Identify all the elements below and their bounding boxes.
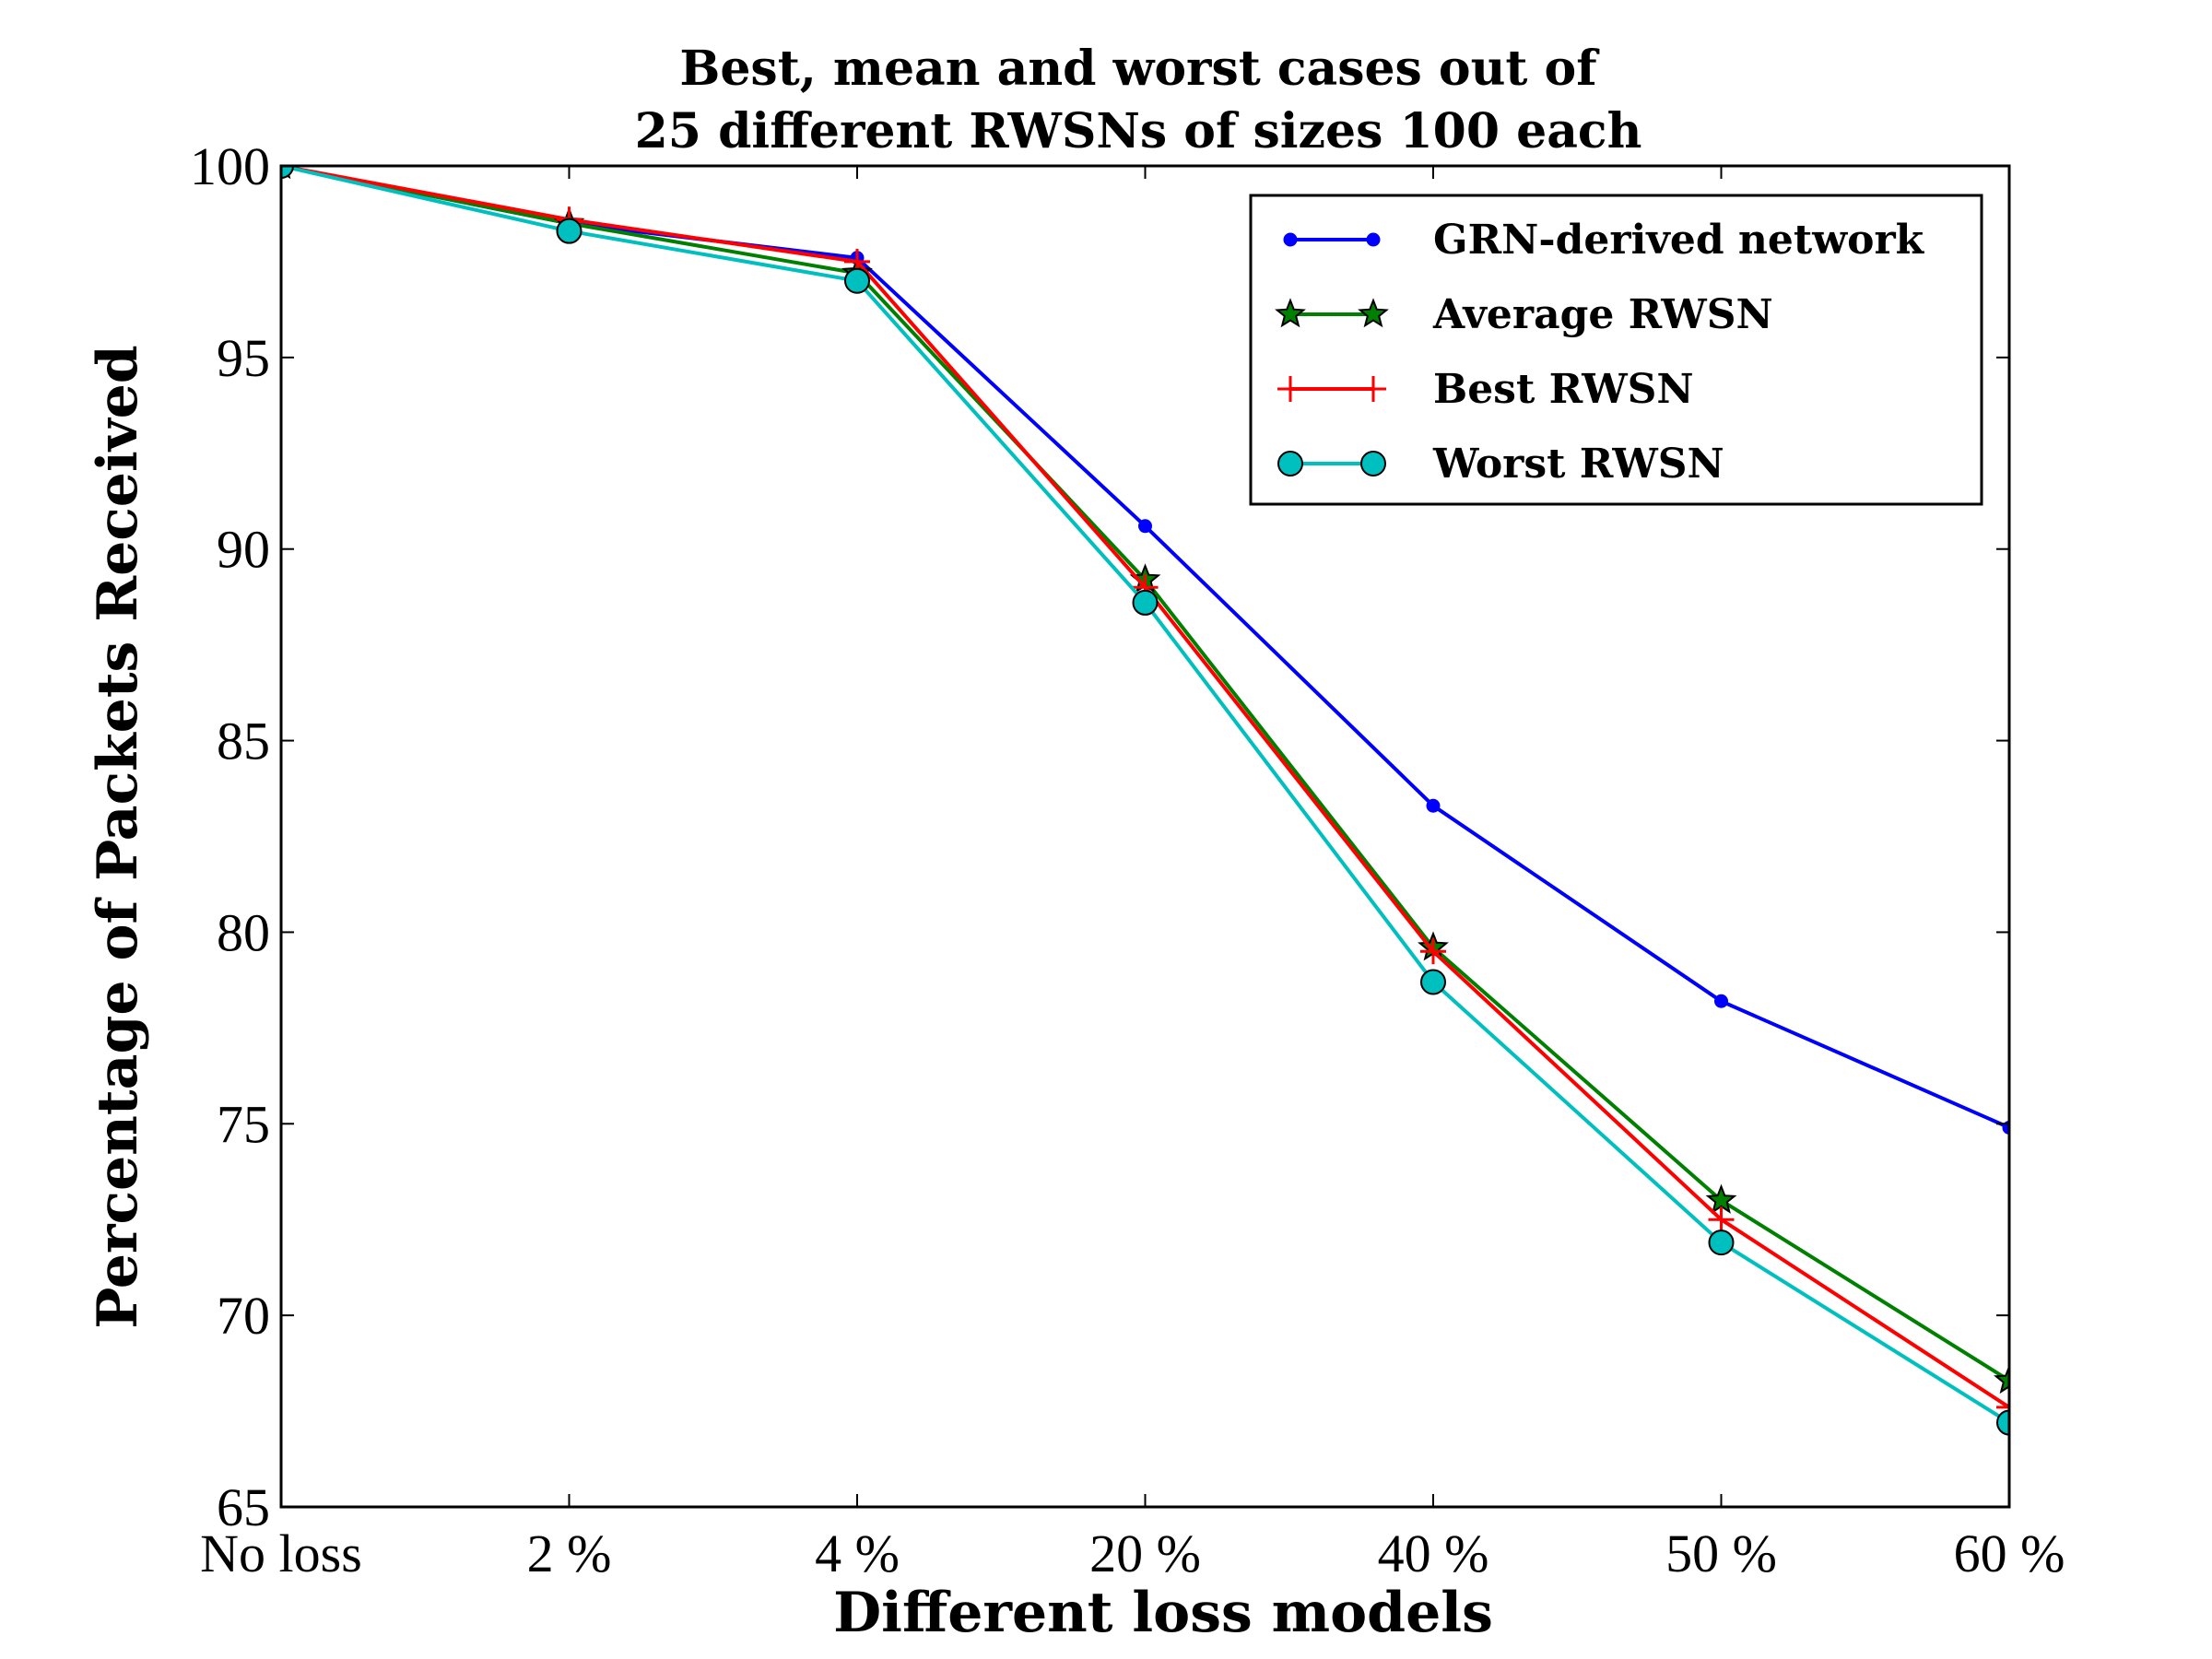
data-point-dot bbox=[1714, 994, 1728, 1008]
data-point-dot bbox=[1138, 519, 1152, 534]
data-point-circle bbox=[1420, 969, 1446, 995]
y-tick-label: 65 bbox=[217, 1477, 270, 1537]
legend: GRN-derived network Average RWSN Best RWSN… bbox=[1249, 194, 1983, 506]
data-point-circle bbox=[556, 218, 582, 244]
data-point-plus bbox=[1708, 1206, 1735, 1233]
x-tick-label: 40 % bbox=[1378, 1524, 1489, 1583]
x-tick-label: No loss bbox=[200, 1524, 362, 1583]
y-tick-label: 95 bbox=[217, 328, 270, 388]
y-tick-label: 85 bbox=[217, 712, 270, 771]
data-point-plus bbox=[1996, 1394, 2009, 1420]
x-tick-label: 2 % bbox=[527, 1524, 612, 1583]
x-tick-label: 60 % bbox=[1954, 1524, 2065, 1583]
data-point-dot bbox=[1426, 798, 1441, 813]
legend-item: Worst RWSN bbox=[1277, 441, 1724, 488]
data-point-circle bbox=[281, 166, 294, 179]
y-tick-label: 80 bbox=[217, 902, 270, 962]
data-point-circle bbox=[1360, 451, 1386, 477]
ticks-layer: 65 70 75 80 85 90 95 100 No loss 2 % 4 % 20 % 40 % 50… bbox=[190, 136, 2065, 1583]
data-point-star bbox=[1994, 1364, 2009, 1394]
y-axis-label: Percentage of Packets Received bbox=[86, 345, 150, 1329]
chart-title-line-1: Best, mean and worst cases out of bbox=[679, 41, 1600, 97]
chart-title-line-2: 25 different RWSNs of sizes 100 each bbox=[635, 103, 1642, 159]
x-axis-label: Different loss models bbox=[833, 1581, 1493, 1645]
data-point-circle bbox=[844, 267, 870, 294]
y-tick-label: 90 bbox=[217, 520, 270, 580]
data-point-plus bbox=[1420, 938, 1446, 965]
legend-item: GRN-derived network bbox=[1283, 217, 1925, 264]
legend-item: Average RWSN bbox=[1275, 291, 1773, 338]
data-point-star bbox=[1275, 298, 1306, 328]
data-point-circle bbox=[1996, 1409, 2009, 1436]
legend-label: GRN-derived network bbox=[1433, 217, 1925, 264]
data-point-circle bbox=[1277, 451, 1303, 477]
data-point-star bbox=[1358, 298, 1389, 328]
y-tick-label: 70 bbox=[217, 1286, 270, 1346]
data-point-circle bbox=[1708, 1230, 1735, 1256]
data-point-plus bbox=[1277, 376, 1303, 402]
y-tick-label: 100 bbox=[190, 136, 270, 196]
legend-label: Worst RWSN bbox=[1432, 441, 1724, 488]
x-tick-label: 50 % bbox=[1665, 1524, 1777, 1583]
data-point-dot bbox=[1283, 232, 1298, 247]
legend-item: Best RWSN bbox=[1277, 366, 1694, 413]
plot-frame bbox=[279, 164, 2011, 1509]
y-tick-label: 75 bbox=[217, 1094, 270, 1154]
data-point-circle bbox=[1132, 589, 1159, 616]
legend-label: Best RWSN bbox=[1433, 366, 1694, 413]
data-point-plus bbox=[1360, 376, 1386, 402]
x-tick-label: 4 % bbox=[815, 1524, 900, 1583]
data-point-dot bbox=[1366, 232, 1381, 247]
legend-label: Average RWSN bbox=[1432, 291, 1773, 338]
x-tick-label: 20 % bbox=[1089, 1524, 1201, 1583]
data-point-star bbox=[1705, 1183, 1737, 1214]
series-layer bbox=[281, 166, 2009, 1436]
series-3 bbox=[281, 166, 2009, 1436]
